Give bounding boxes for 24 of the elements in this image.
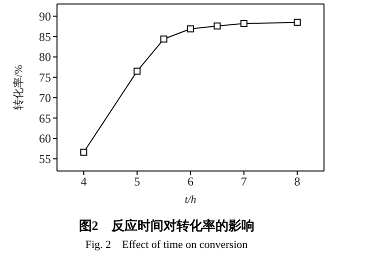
point [294, 18, 301, 26]
point [240, 20, 248, 28]
text: Fig. 2 Effect of time on conversion [84, 238, 249, 252]
y-tick-label: 90 [39, 9, 51, 24]
x-tick-label: 4 [80, 174, 87, 189]
y-tick-label: 55 [39, 152, 51, 166]
x-axis-title: t/h [184, 194, 197, 206]
point [214, 22, 221, 30]
x-tick-label: 6 [188, 174, 194, 189]
y-tick-label: 70 [39, 90, 51, 105]
x-tick-label: 8 [294, 174, 300, 189]
y-tick-label: 65 [39, 111, 51, 126]
y-tick-label: 85 [39, 30, 51, 44]
y-tick-label: 60 [39, 132, 51, 146]
x-tick-label: 5 [134, 174, 140, 189]
point [160, 36, 168, 43]
y-tick-label: 75 [39, 70, 51, 85]
point [187, 25, 194, 32]
y-tick-label: 80 [39, 50, 51, 64]
y-axis-title: 转化率/% [12, 64, 25, 110]
point [134, 68, 141, 75]
x-tick-label: 7 [240, 174, 247, 189]
point [80, 148, 88, 156]
text: 图2 反应时间对转化率的影响 [78, 217, 256, 235]
